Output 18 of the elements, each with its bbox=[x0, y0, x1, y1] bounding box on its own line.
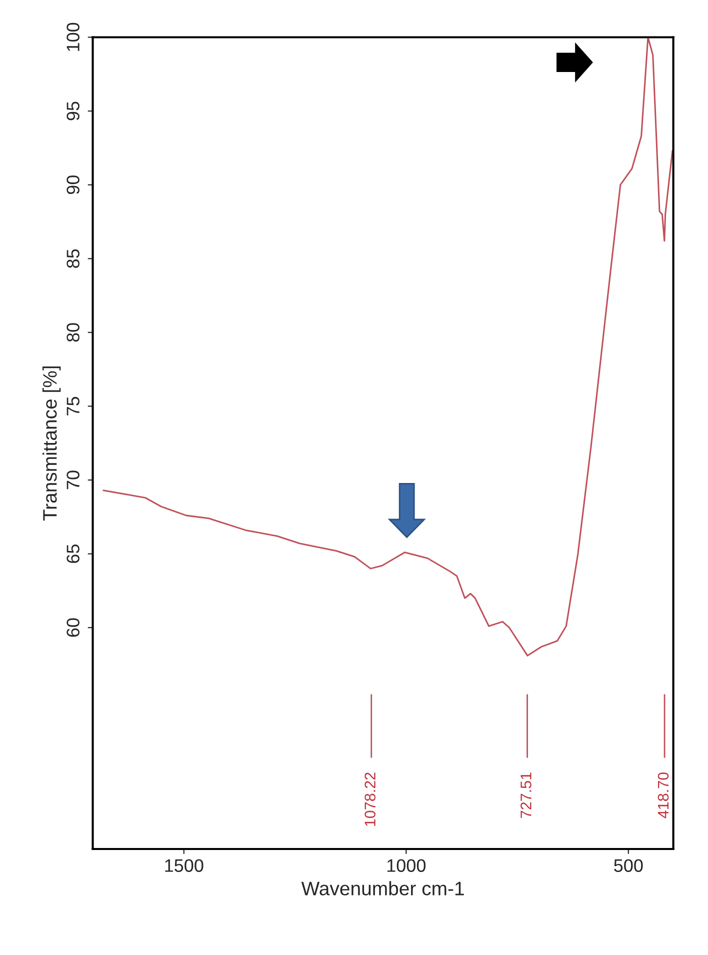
x-tick-label: 500 bbox=[614, 859, 643, 872]
y-tick-label: 75 bbox=[66, 396, 80, 416]
ref-line-label: 418.70 bbox=[658, 772, 669, 818]
y-tick-label: 85 bbox=[66, 249, 80, 268]
y-tick-label: 90 bbox=[66, 176, 80, 194]
x-axis-title: Wavenumber cm-1 bbox=[301, 881, 464, 896]
line-series bbox=[102, 37, 674, 656]
y-tick-label: 65 bbox=[66, 544, 80, 563]
y-tick-label: 80 bbox=[66, 323, 80, 342]
y-tick-label: 60 bbox=[66, 618, 80, 637]
y-axis-title: Transmittance [%] bbox=[42, 366, 61, 521]
y-tick-label: 100 bbox=[66, 22, 80, 51]
ref-line-label: 727.51 bbox=[520, 772, 532, 818]
ref-line-label: 1078.22 bbox=[364, 772, 376, 826]
y-tick-label: 70 bbox=[66, 470, 80, 490]
x-tick-label: 1000 bbox=[387, 859, 426, 872]
y-tick-label: 95 bbox=[66, 102, 80, 120]
x-tick-label: 1500 bbox=[165, 859, 204, 872]
